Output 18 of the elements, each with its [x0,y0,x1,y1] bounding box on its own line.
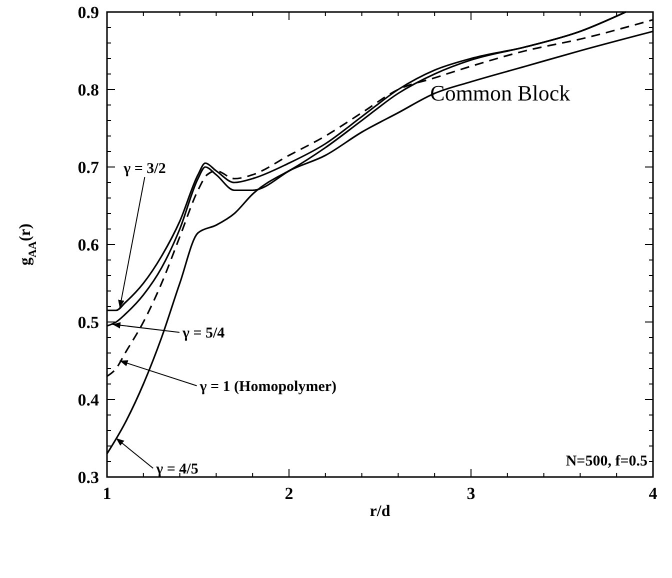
x-axis-title: r/d [370,503,390,520]
annotation: N=500, f=0.5 [566,453,648,470]
y-tick-label: 0.4 [78,390,100,410]
x-tick-label: 4 [648,484,658,503]
y-tick-label: 0.7 [78,158,100,177]
x-tick-label: 2 [284,484,294,503]
annotation: γ = 4/5 [155,461,198,478]
y-tick-label: 0.5 [78,313,99,332]
y-tick-label: 0.3 [78,468,99,487]
annotation: γ = 5/4 [181,325,226,342]
x-tick-label: 3 [466,484,476,503]
y-tick-label: 0.9 [78,3,99,22]
annotation: Common Block [430,80,570,106]
x-tick-label: 1 [102,484,112,503]
annotation: γ = 1 (Homopolymer) [198,378,337,395]
y-tick-label: 0.8 [78,80,99,100]
annotation: γ = 3/2 [122,161,166,178]
y-tick-label: 0.6 [78,236,99,254]
